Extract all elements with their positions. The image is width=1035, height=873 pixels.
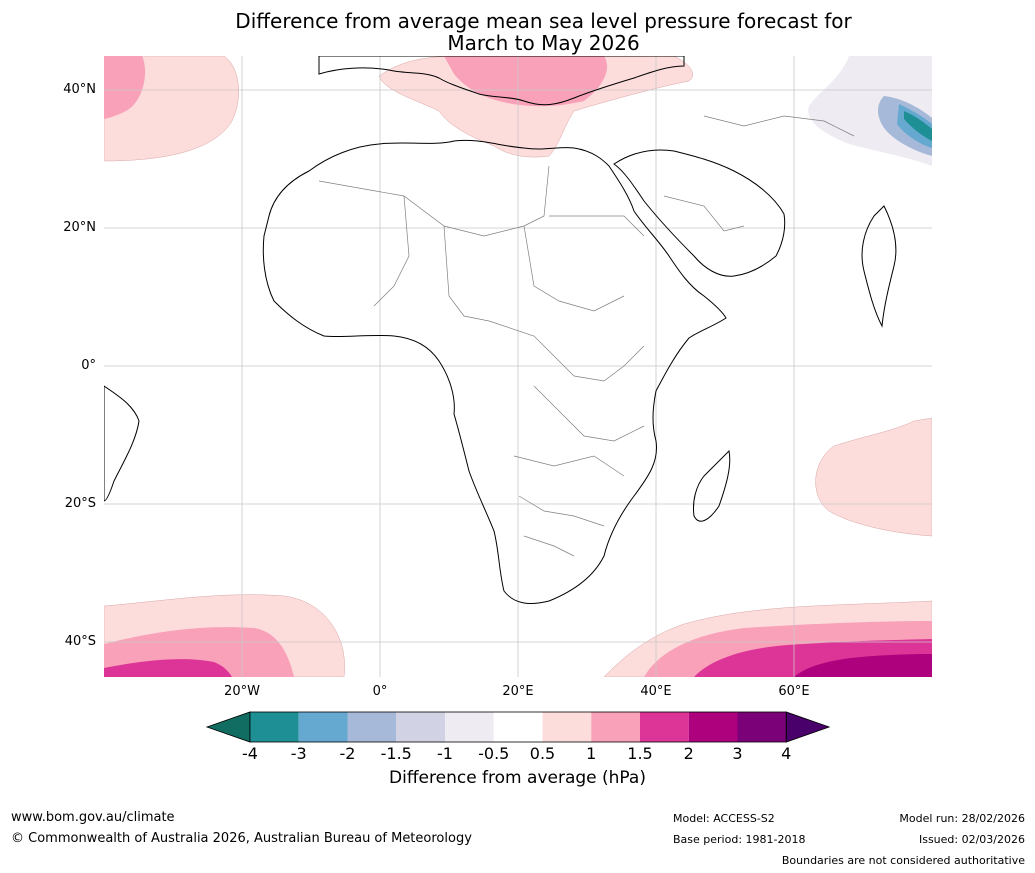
footer-website[interactable]: www.bom.gov.au/climate <box>11 810 175 825</box>
lat-label-20s: 20°S <box>64 496 96 511</box>
footer-model: Model: ACCESS-S2 <box>673 812 775 825</box>
coastline-arabia <box>613 149 786 277</box>
colorbar-tick-label: 1.5 <box>627 744 653 763</box>
colorbar <box>205 711 830 743</box>
colorbar-segment <box>640 712 689 742</box>
lat-label-20n: 20°N <box>63 220 96 235</box>
colorbar-segment <box>250 712 299 742</box>
anomaly-himalaya-neg3 <box>904 111 932 141</box>
colorbar-tick-label: 2 <box>683 744 694 763</box>
colorbar-segment <box>396 712 445 742</box>
anomaly-mediterranean-1 <box>444 56 608 107</box>
anomaly-south-indian-0.5 <box>815 417 932 537</box>
colorbar-segment <box>493 712 543 742</box>
colorbar-tick-label: -2 <box>339 744 356 763</box>
coastlines <box>104 56 897 604</box>
pressure-anomaly-map <box>104 56 932 677</box>
colorbar-segment <box>688 712 738 742</box>
colorbar-tick-label: -3 <box>290 744 307 763</box>
colorbar-frame <box>249 711 787 743</box>
country-borders <box>318 115 855 557</box>
lon-label-40e: 40°E <box>640 684 672 699</box>
lon-label-60e: 60°E <box>778 684 810 699</box>
footer-disclaimer: Boundaries are not considered authoritat… <box>781 854 1025 867</box>
colorbar-extend-high <box>785 711 830 743</box>
chart-title: Difference from average mean sea level p… <box>0 10 1035 54</box>
colorbar-tick-label: -0.5 <box>478 744 510 763</box>
colorbar-segment <box>347 712 397 742</box>
footer-base-period: Base period: 1981-2018 <box>673 833 806 846</box>
lat-label-40n: 40°N <box>63 82 96 97</box>
anomaly-mediterranean-0.5 <box>378 56 693 158</box>
colorbar-segment <box>542 712 592 742</box>
footer-model-run: Model run: 28/02/2026 <box>899 812 1025 825</box>
anomaly-sw-atlantic-1.5 <box>104 659 232 677</box>
footer-issued: Issued: 02/03/2026 <box>918 833 1025 846</box>
colorbar-tick-label: 1 <box>586 744 597 763</box>
lat-label-0: 0° <box>81 358 96 373</box>
lon-label-20e: 20°E <box>502 684 534 699</box>
colorbar-tick-label: -1.5 <box>380 744 412 763</box>
anomaly-se-indian-2 <box>794 654 932 677</box>
colorbar-extend-low <box>205 711 251 743</box>
lon-label-0: 0° <box>372 684 388 699</box>
coastline-europe <box>318 56 685 106</box>
colorbar-tick-label: 4 <box>781 744 792 763</box>
colorbar-segment <box>298 712 348 742</box>
colorbar-tick-label: 0.5 <box>529 744 556 763</box>
coastline-madagascar <box>693 449 731 522</box>
title-line-1: Difference from average mean sea level p… <box>235 9 852 33</box>
colorbar-tick-label: -1 <box>437 744 453 763</box>
anomaly-fills <box>104 56 932 677</box>
colorbar-tick-label: 3 <box>732 744 743 763</box>
coastline-south-america <box>104 385 140 502</box>
colorbar-segment <box>591 712 640 742</box>
title-line-2: March to May 2026 <box>447 31 640 55</box>
footer-copyright: © Commonwealth of Australia 2026, Austra… <box>11 831 472 846</box>
lon-label-20w: 20°W <box>224 684 260 699</box>
coastline-africa <box>262 139 727 604</box>
colorbar-segment <box>737 712 787 742</box>
coastline-india <box>861 205 897 328</box>
anomaly-nw-atlantic-1 <box>104 56 146 119</box>
colorbar-label: Difference from average (hPa) <box>389 768 646 788</box>
colorbar-tick-label: -4 <box>242 744 258 763</box>
gridlines <box>104 56 932 677</box>
lat-label-40s: 40°S <box>64 634 96 649</box>
colorbar-segment <box>445 712 494 742</box>
